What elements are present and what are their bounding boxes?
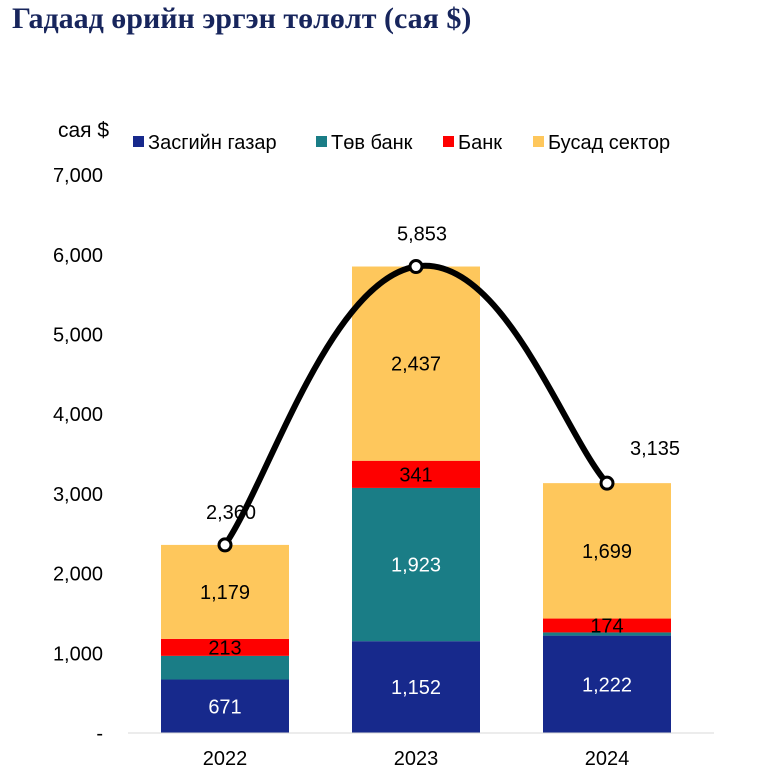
legend-swatch [133, 136, 144, 147]
total-marker [599, 475, 615, 491]
y-axis: - 1,000 2,000 3,000 4,000 5,000 6,000 7,000 [53, 165, 103, 745]
bar-segment [543, 618, 671, 633]
segment-label: 1,699 [582, 541, 632, 563]
bar-segment [543, 635, 671, 733]
legend-label: Банк [458, 132, 502, 154]
segment-label: 341 [399, 464, 432, 486]
y-tick-label: 1,000 [53, 643, 103, 665]
bar-segment [161, 655, 289, 680]
x-tick-label: 2022 [203, 748, 248, 770]
segment-label: 1,179 [200, 582, 250, 604]
segment-label: 1,222 [582, 674, 632, 696]
total-marker [408, 259, 424, 275]
y-tick-label: 4,000 [53, 404, 103, 426]
y-tick-label: 5,000 [53, 325, 103, 347]
segment-label: 1,923 [391, 555, 441, 577]
legend: Засгийн газар Төв банк Банк Бусад сектор [133, 132, 670, 154]
legend-swatch [533, 136, 544, 147]
y-tick-label: 2,000 [53, 564, 103, 586]
y-tick-label: 3,000 [53, 484, 103, 506]
bar-segment [543, 483, 671, 619]
bar-segment [352, 487, 480, 642]
legend-swatch [316, 136, 327, 147]
x-tick-label: 2024 [585, 748, 630, 770]
segment-label: 2,437 [391, 354, 441, 376]
legend-label: Бусад сектор [548, 132, 670, 154]
y-tick-label: 7,000 [53, 165, 103, 187]
segment-label: 213 [208, 637, 241, 659]
total-line-layer: 2,360 5,853 3,135 [206, 224, 680, 553]
x-tick-label: 2023 [394, 748, 439, 770]
total-label: 2,360 [206, 502, 256, 524]
total-label: 5,853 [397, 224, 447, 246]
legend-label: Засгийн газар [148, 132, 277, 154]
x-axis: 2022 2023 2024 [203, 748, 630, 770]
bar-segment [352, 460, 480, 488]
segment-labels: 671 213 1,179 1,152 1,923 341 2,437 1,222 174 1,6… [200, 354, 632, 719]
segment-label: 1,152 [391, 677, 441, 699]
segment-label: 174 [590, 615, 623, 637]
y-tick-label: 6,000 [53, 245, 103, 267]
bars [161, 266, 671, 733]
legend-swatch [443, 136, 454, 147]
y-tick-label: - [96, 723, 103, 745]
bar-segment [352, 266, 480, 461]
bar-segment [161, 679, 289, 733]
legend-label: Төв банк [331, 132, 413, 154]
bar-segment [161, 544, 289, 639]
bar-segment [161, 638, 289, 656]
chart-title: Гадаад өрийн эргэн төлөлт (сая $) [12, 2, 472, 35]
y-axis-title: сая $ [58, 119, 109, 142]
total-marker [217, 537, 233, 553]
bar-segment [352, 641, 480, 733]
segment-label: 671 [208, 696, 241, 718]
bar-segment [543, 632, 671, 636]
total-label: 3,135 [630, 438, 680, 460]
